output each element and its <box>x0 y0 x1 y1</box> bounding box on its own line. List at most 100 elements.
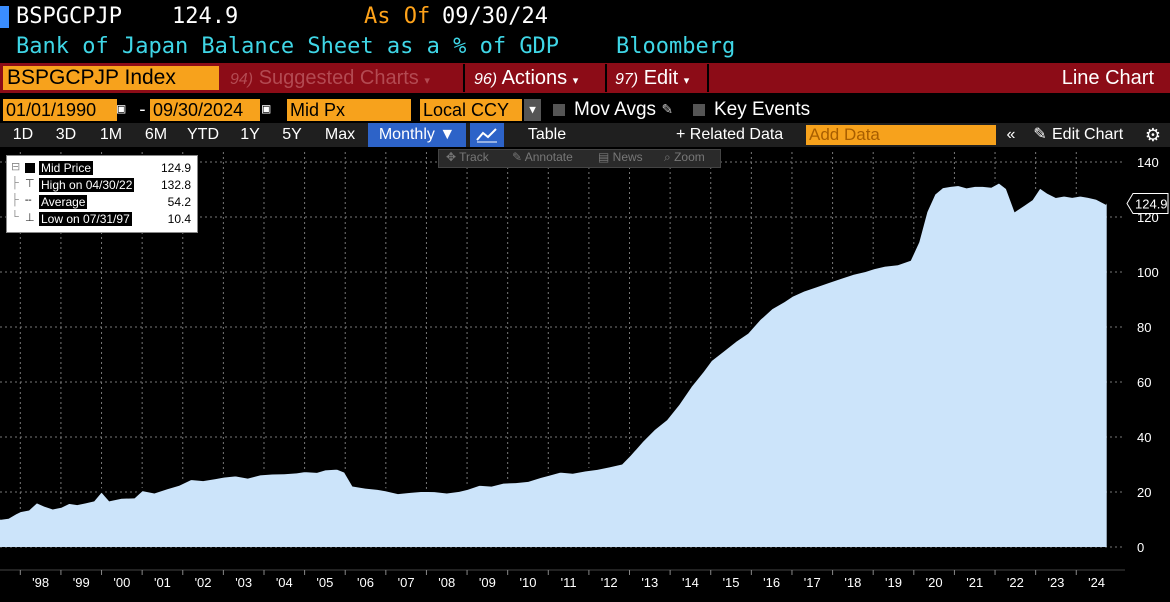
suggested-charts-menu[interactable]: 94) Suggested Charts ▾ <box>230 64 430 92</box>
field-select[interactable]: Mid Px <box>287 99 411 121</box>
header-indicator <box>0 6 9 28</box>
last-value-marker: 124.9 <box>1126 193 1169 215</box>
key-events-checkbox[interactable] <box>693 104 705 116</box>
legend-row-average: ├ ╌ Average 54.2 <box>7 194 197 210</box>
x-tick-label: '08 <box>438 575 455 590</box>
news-tool[interactable]: ▤ News <box>598 150 643 164</box>
x-tick-label: '21 <box>966 575 983 590</box>
edit-chart-button[interactable]: Edit Chart <box>1052 126 1124 143</box>
y-tick-label: 60 <box>1137 375 1151 390</box>
menu-divider <box>463 64 465 92</box>
related-data-button[interactable]: + Related Data <box>676 126 784 143</box>
gear-icon[interactable]: ⚙ <box>1144 125 1162 145</box>
x-tick-label: '10 <box>520 575 537 590</box>
x-tick-label: '15 <box>723 575 740 590</box>
x-axis: '98 '99 '00 '01 '02 '03 '04 '05 '06 '07 '08 '09 '10 '… <box>19 570 1105 590</box>
chart-legend[interactable]: ⊟ Mid Price 124.9 ├ ⊤ High on 04/30/22 1… <box>6 155 198 233</box>
x-tick-label: '19 <box>885 575 902 590</box>
period-3d-button[interactable]: 3D <box>55 126 77 143</box>
pencil-icon[interactable]: ✎ <box>662 99 673 119</box>
news-label: News <box>612 150 643 164</box>
annotate-tool[interactable]: ✎ Annotate <box>512 150 573 164</box>
x-tick-label: '01 <box>154 575 171 590</box>
mov-avgs-label: Mov Avgs <box>574 99 657 120</box>
frequency-select[interactable]: Monthly ▼ <box>368 123 466 147</box>
last-value-label: 124.9 <box>1135 197 1168 212</box>
legend-row-low: └ ⊥ Low on 07/31/97 10.4 <box>7 211 197 227</box>
menu-divider <box>707 64 709 92</box>
currency-select[interactable]: Local CCY <box>420 99 522 121</box>
tree-line-icon: ├ <box>11 177 19 189</box>
period-max-button[interactable]: Max <box>324 126 356 143</box>
mov-avgs-checkbox[interactable] <box>553 104 565 116</box>
x-tick-label: '02 <box>195 575 212 590</box>
period-5y-button[interactable]: 5Y <box>282 126 302 143</box>
x-tick-label: '16 <box>763 575 780 590</box>
x-tick-label: '99 <box>73 575 90 590</box>
edit-menu[interactable]: 97) Edit ▾ <box>615 64 689 92</box>
y-tick-label: 100 <box>1137 265 1159 280</box>
legend-label: Low on 07/31/97 <box>39 212 132 226</box>
annotate-label: Annotate <box>524 150 573 164</box>
date-range-separator: - <box>137 99 148 120</box>
tree-line-icon: ├ <box>11 194 19 206</box>
chevron-down-icon: ▾ <box>424 75 430 87</box>
actions-menu[interactable]: 96) Actions ▾ <box>474 64 578 92</box>
period-1y-button[interactable]: 1Y <box>240 126 260 143</box>
legend-value: 124.9 <box>160 161 191 175</box>
suggested-charts-number: 94) <box>230 71 254 88</box>
track-label: Track <box>459 150 489 164</box>
x-tick-label: '17 <box>804 575 821 590</box>
legend-value: 10.4 <box>167 212 191 226</box>
edit-number: 97) <box>615 71 639 88</box>
x-tick-label: '12 <box>601 575 618 590</box>
x-tick-label: '09 <box>479 575 496 590</box>
chevron-down-icon[interactable]: ▼ <box>524 99 541 121</box>
line-chart-icon[interactable] <box>470 123 504 147</box>
security-input[interactable]: BSPGCPJP Index <box>3 66 219 90</box>
y-tick-label: 0 <box>1137 540 1144 555</box>
chart-type-label: Line Chart <box>1061 67 1154 89</box>
collapse-icon: ⊟ <box>11 161 21 173</box>
calendar-icon[interactable]: ▣ <box>262 101 271 117</box>
x-tick-label: '20 <box>926 575 943 590</box>
x-tick-label: '98 <box>32 575 49 590</box>
x-tick-label: '06 <box>357 575 374 590</box>
tree-line-icon: └ <box>11 211 19 223</box>
table-button[interactable]: Table <box>527 126 567 143</box>
collapse-icon[interactable]: « <box>1006 126 1016 143</box>
period-6m-button[interactable]: 6M <box>144 126 168 143</box>
track-tool[interactable]: ✥ Track <box>446 150 489 164</box>
low-marker-icon: ⊥ <box>25 212 35 224</box>
x-tick-label: '07 <box>398 575 415 590</box>
y-tick-label: 20 <box>1137 485 1151 500</box>
period-1m-button[interactable]: 1M <box>99 126 123 143</box>
pencil-icon: ✎ <box>1033 126 1047 143</box>
zoom-label: Zoom <box>674 150 705 164</box>
calendar-icon[interactable]: ▣ <box>117 101 126 117</box>
start-date-input[interactable]: 01/01/1990 <box>3 99 117 121</box>
legend-label: Average <box>39 195 88 209</box>
high-marker-icon: ⊤ <box>25 178 35 190</box>
legend-label: High on 04/30/22 <box>39 178 135 192</box>
period-1d-button[interactable]: 1D <box>12 126 34 143</box>
data-source: Bloomberg <box>616 34 736 59</box>
add-data-input[interactable]: Add Data <box>806 125 996 145</box>
x-tick-label: '22 <box>1007 575 1024 590</box>
end-date-input[interactable]: 09/30/2024 <box>150 99 260 121</box>
series-line <box>0 180 1108 520</box>
period-ytd-button[interactable]: YTD <box>187 126 219 143</box>
actions-label: Actions <box>501 67 568 89</box>
zoom-tool[interactable]: ⌕ Zoom <box>664 150 705 164</box>
last-value-tag <box>1126 193 1169 215</box>
series-swatch <box>25 163 35 173</box>
legend-row-high: ├ ⊤ High on 04/30/22 132.8 <box>7 177 197 193</box>
actions-number: 96) <box>474 71 498 88</box>
as-of-date: 09/30/24 <box>442 4 548 29</box>
last-value: 124.9 <box>172 4 239 29</box>
ticker-symbol: BSPGCPJP <box>16 4 122 29</box>
legend-value: 54.2 <box>167 195 191 209</box>
as-of-label: As Of <box>364 4 431 29</box>
x-tick-label: '11 <box>561 575 577 590</box>
x-tick-label: '00 <box>113 575 130 590</box>
